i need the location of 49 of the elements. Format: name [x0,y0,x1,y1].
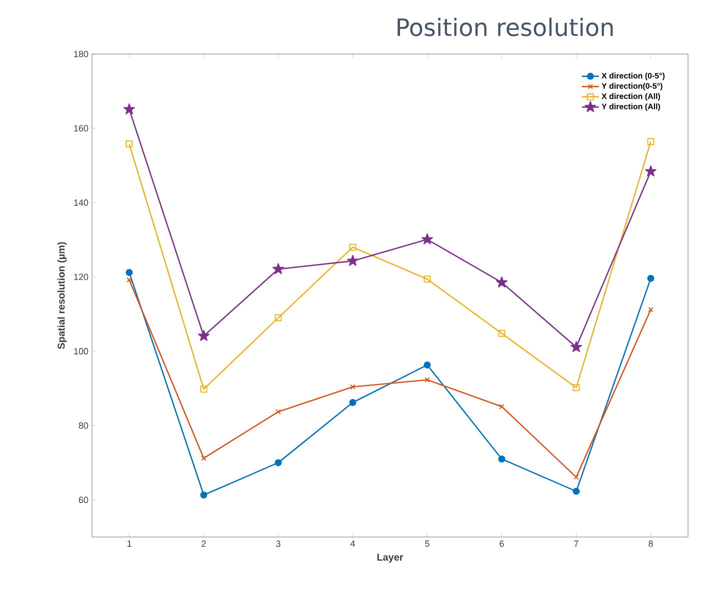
x-tick-label: 4 [350,540,355,547]
point [424,377,430,382]
x-tick-label: 6 [500,540,504,547]
y-tick-label: 80 [78,422,88,429]
point [424,276,431,283]
point [200,492,208,499]
y-tick-label: 60 [78,496,88,504]
y-tick-label: 100 [74,348,88,354]
point [572,488,580,495]
point [499,404,504,410]
point [570,341,582,352]
x-tick-label: 5 [425,540,430,547]
point [126,140,133,148]
y-axis-title: Spatial resolution (µm) [57,242,67,350]
point [647,138,654,146]
point [647,274,654,282]
point [648,306,654,312]
point [645,165,656,176]
chart-title: Position resolution [398,18,613,36]
point [574,474,579,480]
point [276,409,281,414]
point [498,455,506,462]
point [349,399,356,406]
x-tick-label: 8 [648,540,653,547]
point [422,233,433,244]
point [424,361,431,368]
x-tick-label: 3 [276,540,280,547]
x-axis-title: Layer [377,554,404,563]
point [274,459,282,466]
point [124,103,135,114]
point [350,384,356,390]
point [274,314,282,322]
point [349,244,356,251]
x-tick-label: 2 [202,540,206,547]
y-tick-label: 140 [74,199,88,206]
y-tick-label: 120 [74,274,88,280]
point [496,276,508,288]
point [498,330,506,337]
point [347,254,358,266]
y-tick-label: 160 [74,125,88,132]
y-tick-label: 180 [74,50,88,58]
point [126,268,133,276]
point [572,384,580,392]
point [201,456,206,461]
point [198,330,210,341]
x-tick-label: 7 [574,540,578,547]
x-tick-label: 1 [127,540,132,547]
point [272,263,284,274]
point [200,386,208,393]
